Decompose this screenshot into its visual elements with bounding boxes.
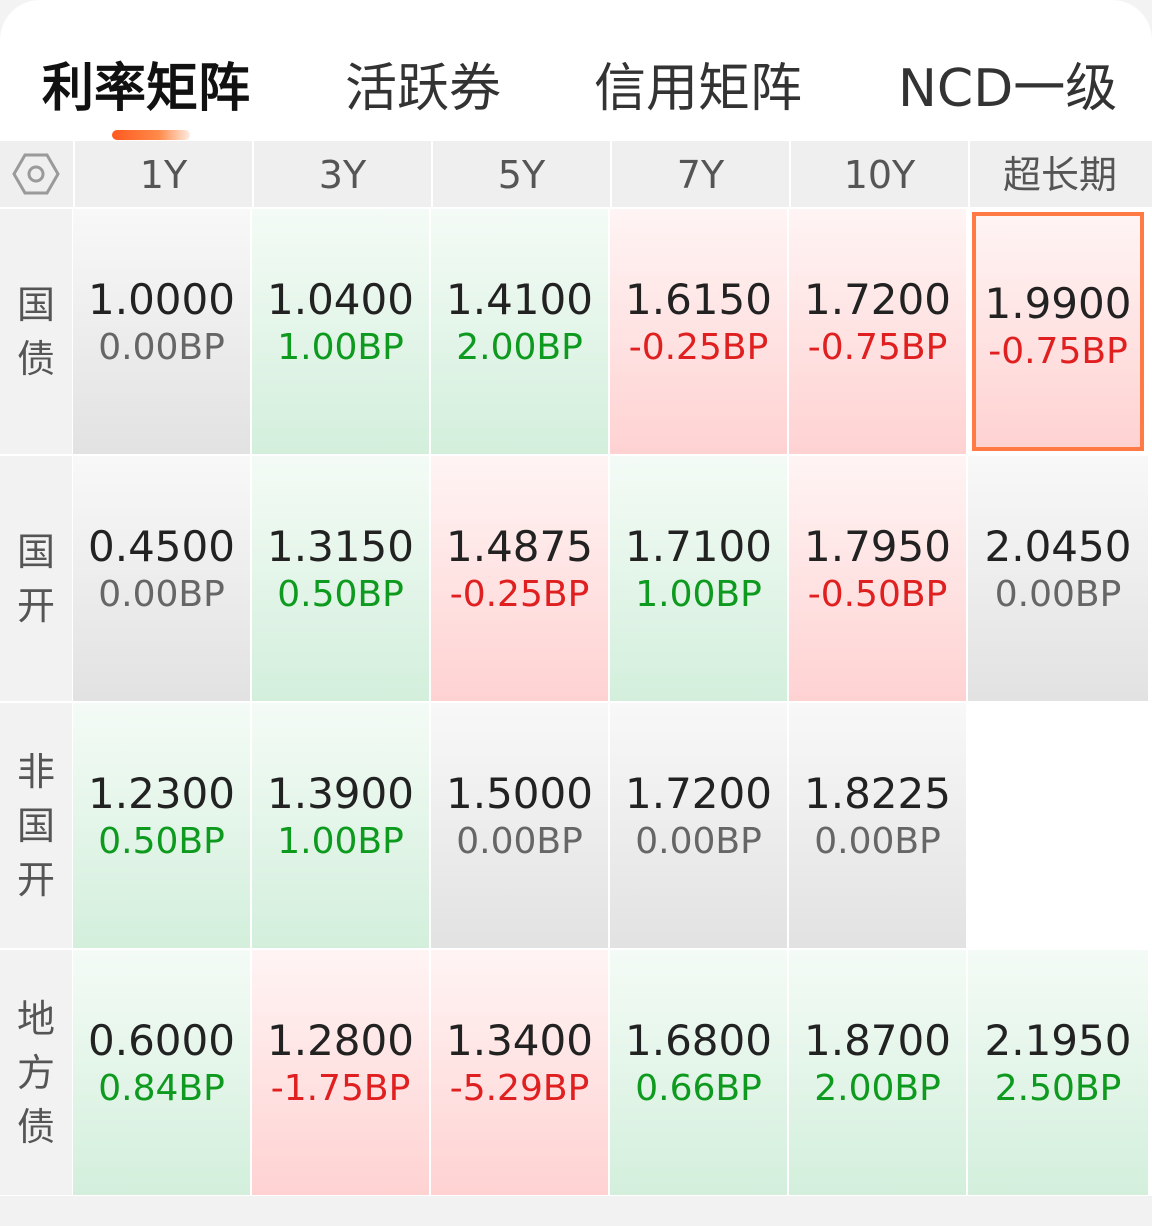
change-bp: 0.00BP <box>456 821 583 862</box>
yield-value: 1.8225 <box>804 769 951 818</box>
change-bp: 0.00BP <box>994 574 1122 615</box>
change-bp: 1.00BP <box>635 574 762 615</box>
change-bp: 0.84BP <box>98 1068 225 1109</box>
change-bp: -0.75BP <box>988 331 1128 372</box>
matrix-cell-guokai-1y[interactable]: 0.4500 0.00BP <box>73 456 250 701</box>
yield-value: 1.3900 <box>267 769 414 818</box>
matrix-cell-guozhai-ultra-long[interactable]: 1.9900 -0.75BP <box>972 212 1144 451</box>
change-bp: 2.00BP <box>814 1068 941 1109</box>
yield-value: 1.2800 <box>267 1016 414 1065</box>
change-bp: -1.75BP <box>270 1068 411 1109</box>
matrix-cell-feiguokai-5y[interactable]: 1.5000 0.00BP <box>431 703 608 948</box>
column-header-ultra-long[interactable]: 超长期 <box>968 141 1150 207</box>
tab-bar: 利率矩阵 活跃券 信用矩阵 NCD一级 <box>0 0 1152 140</box>
change-bp: 2.50BP <box>994 1068 1122 1109</box>
yield-value: 1.6800 <box>625 1016 772 1065</box>
change-bp: 1.00BP <box>277 327 404 368</box>
change-bp: 0.00BP <box>98 574 225 615</box>
matrix-cell-guozhai-3y[interactable]: 1.0400 1.00BP <box>252 209 429 454</box>
change-bp: -0.50BP <box>807 574 948 615</box>
matrix-cell-guokai-10y[interactable]: 1.7950 -0.50BP <box>789 456 966 701</box>
bottom-spacer <box>0 1196 1152 1226</box>
row-label-text: 地方债 <box>16 996 55 1149</box>
matrix-cell-feiguokai-1y[interactable]: 1.2300 0.50BP <box>73 703 250 948</box>
yield-value: 1.7950 <box>804 522 951 571</box>
matrix-cell-difangzhai-1y[interactable]: 0.6000 0.84BP <box>73 950 250 1195</box>
active-tab-indicator <box>112 130 190 140</box>
matrix-cell-guokai-7y[interactable]: 1.7100 1.00BP <box>610 456 787 701</box>
change-bp: 0.00BP <box>98 327 225 368</box>
column-header-3y[interactable]: 3Y <box>252 141 431 207</box>
yield-value: 1.8700 <box>804 1016 951 1065</box>
row-label-text: 国开 <box>16 529 55 628</box>
column-header-7y[interactable]: 7Y <box>610 141 789 207</box>
row-guokai-label: 国开 <box>0 456 72 701</box>
yield-value: 1.4100 <box>446 275 593 324</box>
settings-button[interactable] <box>0 141 72 207</box>
matrix-cell-guozhai-10y[interactable]: 1.7200 -0.75BP <box>789 209 966 454</box>
matrix-cell-feiguokai-10y[interactable]: 1.8225 0.00BP <box>789 703 966 948</box>
yield-value: 1.7100 <box>625 522 772 571</box>
yield-value: 1.9900 <box>984 279 1132 328</box>
matrix-cell-difangzhai-10y[interactable]: 1.8700 2.00BP <box>789 950 966 1195</box>
change-bp: -0.25BP <box>449 574 590 615</box>
column-header-10y[interactable]: 10Y <box>789 141 968 207</box>
yield-value: 1.6150 <box>625 275 772 324</box>
rate-matrix-grid: 1Y 3Y 5Y 7Y 10Y 超长期 国债 1.0000 0.00BP 1.0400… <box>0 141 1152 1201</box>
matrix-cell-guokai-ultra-long[interactable]: 2.0450 0.00BP <box>968 456 1148 701</box>
yield-value: 2.1950 <box>984 1016 1132 1065</box>
matrix-cell-difangzhai-5y[interactable]: 1.3400 -5.29BP <box>431 950 608 1195</box>
matrix-cell-difangzhai-ultra-long[interactable]: 2.1950 2.50BP <box>968 950 1148 1195</box>
change-bp: 1.00BP <box>277 821 404 862</box>
tab-credit-matrix[interactable]: 信用矩阵 <box>594 59 803 119</box>
column-header-5y[interactable]: 5Y <box>431 141 610 207</box>
change-bp: 0.00BP <box>635 821 762 862</box>
change-bp: 0.00BP <box>814 821 941 862</box>
yield-value: 1.7200 <box>625 769 772 818</box>
row-guozhai-label: 国债 <box>0 209 72 454</box>
yield-value: 1.3150 <box>267 522 414 571</box>
matrix-cell-difangzhai-7y[interactable]: 1.6800 0.66BP <box>610 950 787 1195</box>
column-header-1y[interactable]: 1Y <box>73 141 252 207</box>
yield-value: 1.0000 <box>88 275 235 324</box>
row-difangzhai-label: 地方债 <box>0 950 72 1195</box>
yield-value: 1.5000 <box>446 769 593 818</box>
change-bp: -0.25BP <box>628 327 769 368</box>
matrix-cell-feiguokai-7y[interactable]: 1.7200 0.00BP <box>610 703 787 948</box>
row-feiguokai-label: 非国开 <box>0 703 72 948</box>
row-label-text: 非国开 <box>16 749 55 902</box>
change-bp: 2.00BP <box>456 327 583 368</box>
matrix-cell-difangzhai-3y[interactable]: 1.2800 -1.75BP <box>252 950 429 1195</box>
matrix-cell-feiguokai-3y[interactable]: 1.3900 1.00BP <box>252 703 429 948</box>
yield-value: 0.4500 <box>88 522 235 571</box>
change-bp: 0.66BP <box>635 1068 762 1109</box>
matrix-cell-guokai-3y[interactable]: 1.3150 0.50BP <box>252 456 429 701</box>
change-bp: -5.29BP <box>449 1068 590 1109</box>
column-header-row: 1Y 3Y 5Y 7Y 10Y 超长期 <box>0 141 1152 207</box>
matrix-cell-guozhai-1y[interactable]: 1.0000 0.00BP <box>73 209 250 454</box>
tab-rate-matrix[interactable]: 利率矩阵 <box>42 59 251 119</box>
yield-value: 1.4875 <box>446 522 593 571</box>
yield-value: 2.0450 <box>984 522 1132 571</box>
matrix-cell-guozhai-7y[interactable]: 1.6150 -0.25BP <box>610 209 787 454</box>
tab-ncd-primary[interactable]: NCD一级 <box>898 59 1118 119</box>
matrix-cell-guokai-5y[interactable]: 1.4875 -0.25BP <box>431 456 608 701</box>
yield-value: 1.7200 <box>804 275 951 324</box>
change-bp: -0.75BP <box>807 327 948 368</box>
row-label-text: 国债 <box>16 282 55 381</box>
tab-active-bonds[interactable]: 活跃券 <box>345 59 502 119</box>
change-bp: 0.50BP <box>98 821 225 862</box>
matrix-cell-guozhai-5y[interactable]: 1.4100 2.00BP <box>431 209 608 454</box>
hexagon-settings-icon <box>12 153 60 195</box>
yield-value: 0.6000 <box>88 1016 235 1065</box>
change-bp: 0.50BP <box>277 574 404 615</box>
yield-value: 1.3400 <box>446 1016 593 1065</box>
yield-value: 1.2300 <box>88 769 235 818</box>
yield-value: 1.0400 <box>267 275 414 324</box>
